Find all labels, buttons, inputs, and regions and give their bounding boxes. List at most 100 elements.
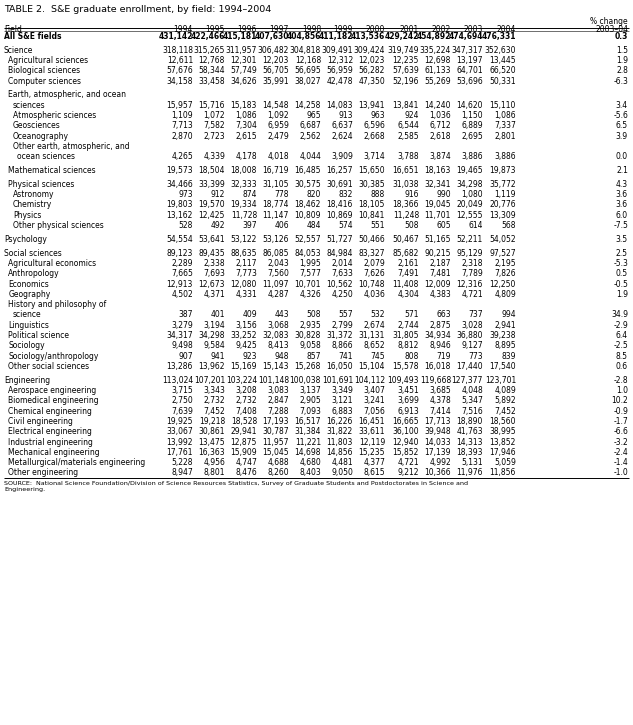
Text: 16,665: 16,665 bbox=[392, 417, 419, 426]
Text: 19,045: 19,045 bbox=[424, 201, 451, 210]
Text: Geosciences: Geosciences bbox=[13, 121, 61, 130]
Text: 8,403: 8,403 bbox=[299, 468, 321, 478]
Text: 11,957: 11,957 bbox=[263, 438, 289, 447]
Text: 7,693: 7,693 bbox=[203, 269, 225, 278]
Text: 3.6: 3.6 bbox=[616, 190, 628, 199]
Text: 7,304: 7,304 bbox=[235, 121, 257, 130]
Text: 484: 484 bbox=[306, 221, 321, 230]
Text: Other physical sciences: Other physical sciences bbox=[13, 221, 104, 230]
Text: 9,050: 9,050 bbox=[331, 468, 353, 478]
Text: 7,639: 7,639 bbox=[171, 407, 193, 415]
Text: 10,562: 10,562 bbox=[327, 280, 353, 289]
Text: Agricultural sciences: Agricultural sciences bbox=[8, 56, 89, 65]
Text: 3,788: 3,788 bbox=[398, 152, 419, 161]
Text: 3,715: 3,715 bbox=[172, 386, 193, 395]
Text: sciences: sciences bbox=[13, 101, 46, 109]
Text: 16,485: 16,485 bbox=[294, 166, 321, 175]
Text: 4,250: 4,250 bbox=[331, 290, 353, 299]
Text: 51,165: 51,165 bbox=[425, 235, 451, 244]
Text: 406: 406 bbox=[274, 221, 289, 230]
Text: 557: 557 bbox=[339, 310, 353, 320]
Text: 839: 839 bbox=[501, 352, 516, 361]
Text: 2,732: 2,732 bbox=[203, 397, 225, 405]
Text: 2,799: 2,799 bbox=[331, 320, 353, 330]
Text: 31,822: 31,822 bbox=[327, 427, 353, 436]
Text: 6,889: 6,889 bbox=[461, 121, 483, 130]
Text: 7,414: 7,414 bbox=[429, 407, 451, 415]
Text: 13,309: 13,309 bbox=[489, 211, 516, 220]
Text: 13,992: 13,992 bbox=[166, 438, 193, 447]
Text: 83,327: 83,327 bbox=[358, 249, 385, 257]
Text: 773: 773 bbox=[468, 352, 483, 361]
Text: 17,440: 17,440 bbox=[456, 362, 483, 371]
Text: 119,668: 119,668 bbox=[420, 376, 451, 385]
Text: 54,052: 54,052 bbox=[489, 235, 516, 244]
Text: 309,491: 309,491 bbox=[322, 46, 353, 55]
Text: 4,371: 4,371 bbox=[203, 290, 225, 299]
Text: 15,716: 15,716 bbox=[199, 101, 225, 109]
Text: 8,652: 8,652 bbox=[363, 341, 385, 350]
Text: 415,181: 415,181 bbox=[223, 32, 257, 41]
Text: 18,366: 18,366 bbox=[392, 201, 419, 210]
Text: 11,856: 11,856 bbox=[489, 468, 516, 478]
Text: 7,452: 7,452 bbox=[203, 407, 225, 415]
Text: 7,582: 7,582 bbox=[203, 121, 225, 130]
Text: 34,466: 34,466 bbox=[166, 180, 193, 189]
Text: 33,252: 33,252 bbox=[230, 331, 257, 340]
Text: 30,575: 30,575 bbox=[294, 180, 321, 189]
Text: 16,257: 16,257 bbox=[327, 166, 353, 175]
Text: 50,466: 50,466 bbox=[358, 235, 385, 244]
Text: 33,611: 33,611 bbox=[358, 427, 385, 436]
Text: 3,699: 3,699 bbox=[397, 397, 419, 405]
Text: 2,161: 2,161 bbox=[398, 259, 419, 268]
Text: 6,712: 6,712 bbox=[429, 121, 451, 130]
Text: 14,313: 14,313 bbox=[456, 438, 483, 447]
Text: 16,226: 16,226 bbox=[327, 417, 353, 426]
Text: 1,995: 1,995 bbox=[299, 259, 321, 268]
Text: 6.0: 6.0 bbox=[616, 211, 628, 220]
Text: 605: 605 bbox=[436, 221, 451, 230]
Text: 13,962: 13,962 bbox=[199, 362, 225, 371]
Text: 17,139: 17,139 bbox=[425, 448, 451, 457]
Text: 15,578: 15,578 bbox=[392, 362, 419, 371]
Text: -1.7: -1.7 bbox=[613, 417, 628, 426]
Text: 11,408: 11,408 bbox=[392, 280, 419, 289]
Text: 508: 508 bbox=[306, 310, 321, 320]
Text: TABLE 2.  S&E graduate enrollment, by field: 1994–2004: TABLE 2. S&E graduate enrollment, by fie… bbox=[4, 5, 272, 14]
Text: 19,873: 19,873 bbox=[489, 166, 516, 175]
Text: 2,187: 2,187 bbox=[430, 259, 451, 268]
Text: 57,749: 57,749 bbox=[230, 67, 257, 75]
Text: 7,516: 7,516 bbox=[461, 407, 483, 415]
Text: -1.0: -1.0 bbox=[613, 468, 628, 478]
Text: 66,520: 66,520 bbox=[489, 67, 516, 75]
Text: 36,880: 36,880 bbox=[456, 331, 483, 340]
Text: 568: 568 bbox=[501, 221, 516, 230]
Text: 4,809: 4,809 bbox=[494, 290, 516, 299]
Text: Civil engineering: Civil engineering bbox=[8, 417, 73, 426]
Text: 57,676: 57,676 bbox=[166, 67, 193, 75]
Text: 2,875: 2,875 bbox=[429, 320, 451, 330]
Text: Field: Field bbox=[4, 25, 22, 34]
Text: 12,312: 12,312 bbox=[327, 56, 353, 65]
Text: 30,385: 30,385 bbox=[358, 180, 385, 189]
Text: 2,585: 2,585 bbox=[398, 132, 419, 141]
Text: 15,852: 15,852 bbox=[392, 448, 419, 457]
Text: 31,038: 31,038 bbox=[392, 180, 419, 189]
Text: 18,393: 18,393 bbox=[456, 448, 483, 457]
Text: 8,476: 8,476 bbox=[235, 468, 257, 478]
Text: 574: 574 bbox=[339, 221, 353, 230]
Text: 2,801: 2,801 bbox=[494, 132, 516, 141]
Text: Metallurgical/materials engineering: Metallurgical/materials engineering bbox=[8, 458, 146, 467]
Text: All S&E fields: All S&E fields bbox=[4, 32, 61, 41]
Text: 1994: 1994 bbox=[173, 25, 193, 34]
Text: 7,789: 7,789 bbox=[461, 269, 483, 278]
Text: 4,956: 4,956 bbox=[203, 458, 225, 467]
Text: 19,218: 19,218 bbox=[199, 417, 225, 426]
Text: -1.4: -1.4 bbox=[613, 458, 628, 467]
Text: 20,776: 20,776 bbox=[489, 201, 516, 210]
Text: 9,058: 9,058 bbox=[299, 341, 321, 350]
Text: 10,869: 10,869 bbox=[327, 211, 353, 220]
Text: 2,674: 2,674 bbox=[363, 320, 385, 330]
Text: 3,241: 3,241 bbox=[363, 397, 385, 405]
Text: 86,085: 86,085 bbox=[263, 249, 289, 257]
